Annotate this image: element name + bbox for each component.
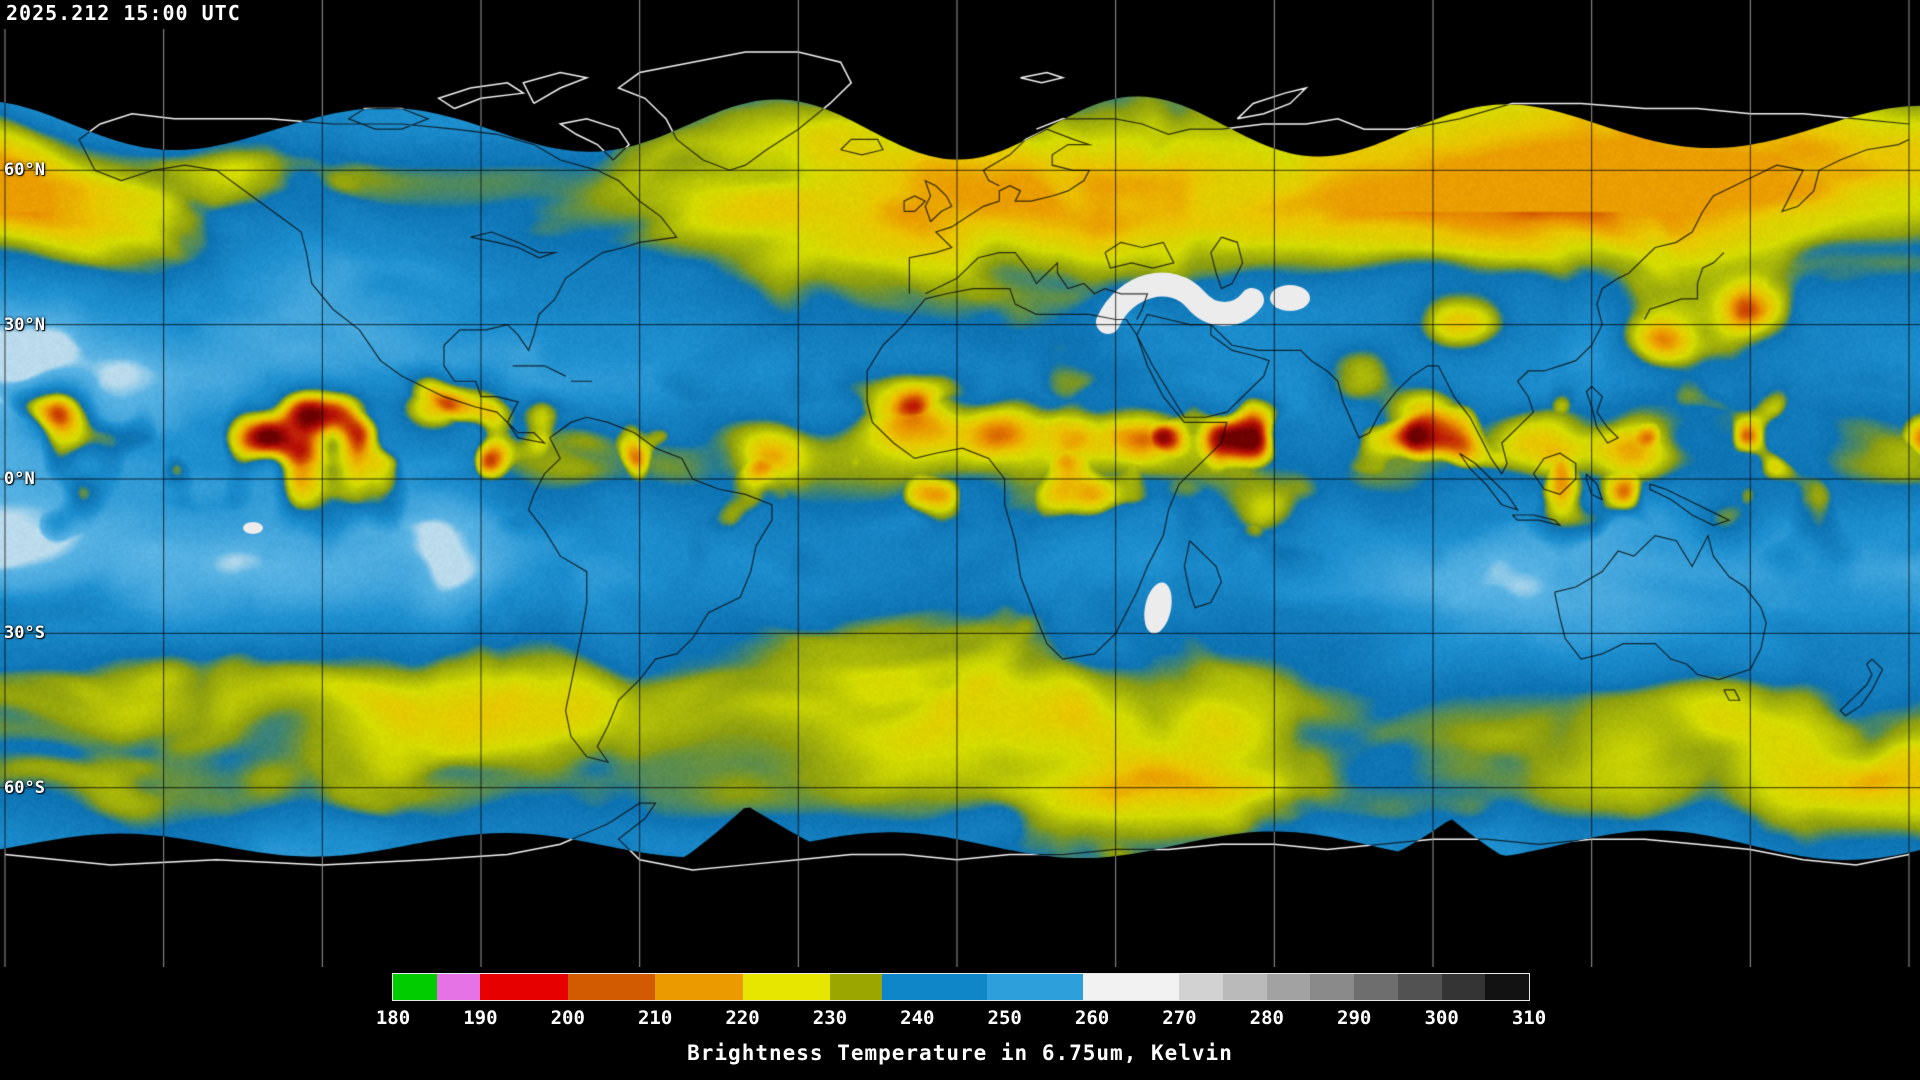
colorbar-segment-210-220 xyxy=(655,974,743,1000)
colorbar-segment-270-275 xyxy=(1179,974,1224,1000)
colorbar-tick-190: 190 xyxy=(463,1007,498,1029)
colorbar-segment-280-285 xyxy=(1266,974,1311,1000)
colorbar-segment-190-200 xyxy=(480,974,568,1000)
colorbar-segment-300-305 xyxy=(1441,974,1486,1000)
water-vapor-map-canvas xyxy=(0,0,1920,967)
colorbar-tick-300: 300 xyxy=(1424,1007,1459,1029)
colorbar-tick-230: 230 xyxy=(812,1007,848,1029)
colorbar-tick-220: 220 xyxy=(725,1007,760,1029)
colorbar-segment-230-236 xyxy=(829,974,883,1000)
colorbar-caption: Brightness Temperature in 6.75um, Kelvin xyxy=(687,1041,1233,1065)
colorbar-tick-260: 260 xyxy=(1074,1007,1110,1029)
lat-label-0: 0°N xyxy=(4,469,35,489)
colorbar-segment-275-280 xyxy=(1223,974,1267,1000)
colorbar-tick-210: 210 xyxy=(637,1007,673,1029)
colorbar-tick-310: 310 xyxy=(1511,1007,1547,1029)
colorbar-segment-285-290 xyxy=(1310,974,1355,1000)
colorbar-segment-200-210 xyxy=(567,974,656,1000)
colorbar-tick-200: 200 xyxy=(550,1007,585,1029)
lat-label-30: 30°N xyxy=(4,314,45,335)
colorbar-segment-295-300 xyxy=(1397,974,1442,1000)
colorbar-segment-236-248 xyxy=(882,974,988,1000)
colorbar-tick-280: 280 xyxy=(1249,1007,1285,1029)
lat-label--30: 30°S xyxy=(4,623,45,644)
colorbar xyxy=(392,973,1530,1001)
colorbar-segment-185-190 xyxy=(436,974,481,1000)
colorbar-segment-290-295 xyxy=(1354,974,1398,1000)
colorbar-tick-270: 270 xyxy=(1162,1007,1197,1029)
timestamp: 2025.212 15:00 UTC xyxy=(0,0,251,29)
colorbar-tick-180: 180 xyxy=(375,1007,411,1029)
colorbar-segment-180-185 xyxy=(393,974,437,1000)
colorbar-segment-259-270 xyxy=(1083,974,1180,1000)
lat-label-60: 60°N xyxy=(4,160,45,181)
colorbar-tick-290: 290 xyxy=(1337,1007,1372,1029)
colorbar-footer: Brightness Temperature in 6.75um, Kelvin… xyxy=(0,967,1920,1080)
colorbar-tick-250: 250 xyxy=(987,1007,1022,1029)
colorbar-tick-240: 240 xyxy=(900,1007,935,1029)
lat-label--60: 60°S xyxy=(4,777,45,798)
colorbar-segment-248-259 xyxy=(987,974,1084,1000)
colorbar-segment-220-230 xyxy=(742,974,830,1000)
colorbar-segment-305-310 xyxy=(1485,974,1529,1000)
